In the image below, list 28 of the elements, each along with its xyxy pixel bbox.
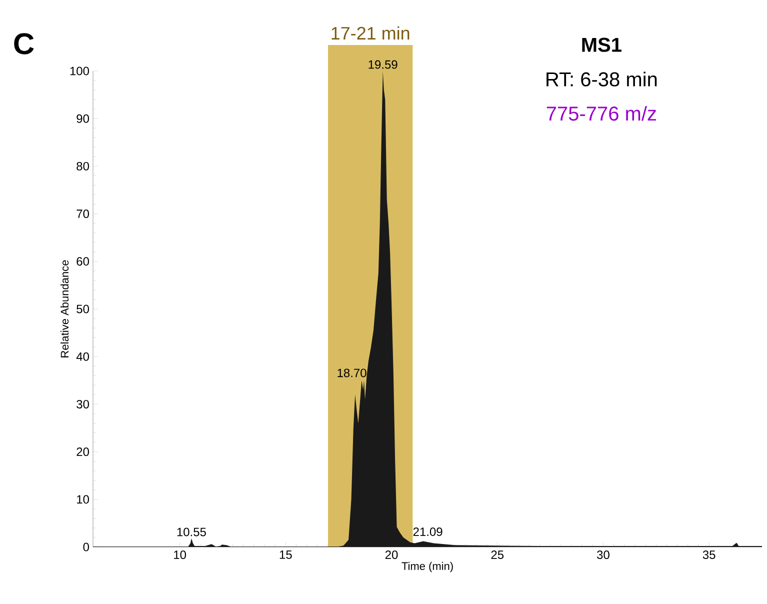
y-tick-label: 80 bbox=[76, 162, 89, 170]
y-tick-label: 90 bbox=[76, 114, 89, 123]
annotation: RT: 6-38 min bbox=[546, 72, 657, 86]
annotation: 18.70 bbox=[338, 368, 366, 378]
text: C bbox=[14, 33, 34, 54]
y-tick-label: 10 bbox=[77, 495, 89, 504]
y-tick-label: 70 bbox=[76, 210, 89, 218]
y-tick-label: 60 bbox=[76, 257, 89, 266]
band-label: 17-21 min bbox=[332, 26, 410, 40]
x-tick-label: 20 bbox=[385, 550, 398, 560]
y-tick-label: 20 bbox=[76, 448, 89, 456]
x-tick-label: 25 bbox=[491, 550, 504, 560]
y-tick-label: 40 bbox=[76, 352, 89, 361]
y-tick-label: 30 bbox=[76, 400, 89, 408]
x-axis-title: Time (min) bbox=[402, 562, 453, 572]
annotation: 21.09 bbox=[413, 528, 442, 536]
x-tick-label: 30 bbox=[597, 550, 610, 560]
x-tick-label: 10 bbox=[174, 550, 186, 560]
annotation: 10.55 bbox=[177, 528, 206, 536]
text: MS1 bbox=[582, 38, 622, 52]
y-tick-label: 50 bbox=[76, 304, 89, 314]
annotation: 775-776 m/z bbox=[546, 106, 656, 121]
annotation: 19.59 bbox=[368, 60, 398, 69]
y-axis-title: Relative Abundance bbox=[60, 260, 69, 358]
y-tick-label: 0 bbox=[83, 542, 90, 552]
y-tick-label: 100 bbox=[70, 66, 89, 76]
x-tick-label: 35 bbox=[702, 550, 716, 560]
x-tick-label: 15 bbox=[280, 550, 292, 559]
